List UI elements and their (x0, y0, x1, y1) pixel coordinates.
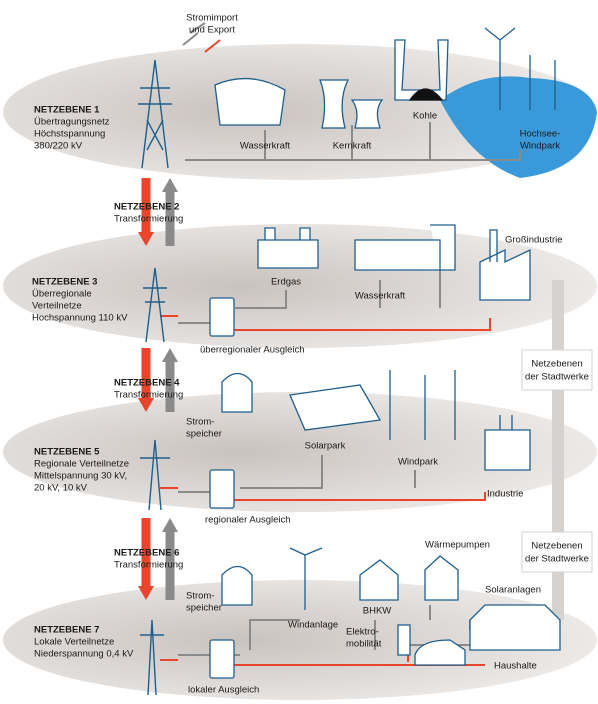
label: der Stadtwerke (525, 554, 589, 565)
transform-arrows-part (162, 178, 178, 192)
label: der Stadtwerke (525, 372, 589, 383)
transform-arrows-part (162, 518, 178, 532)
diagram: Stromimport und Export NETZEBENE 1 Übert… (0, 0, 598, 704)
label: Stromimport (186, 13, 238, 24)
label: lokaler Ausgleich (188, 685, 259, 696)
label: Hochspannung 110 kV (32, 313, 128, 324)
label: Strom- (186, 417, 215, 428)
label: Solarpark (305, 441, 346, 452)
label: NETZEBENE 6 (114, 548, 179, 559)
label: Übertragungsnetz (34, 117, 110, 128)
label: überregionaler Ausgleich (200, 345, 305, 356)
ausgleich-boxes-part (210, 640, 234, 678)
label: Mittelspannung 30 kV, (34, 471, 127, 482)
label: Transformierung (114, 390, 183, 401)
label: Wasserkraft (355, 291, 406, 302)
plant-icons-part (222, 374, 252, 413)
label: Windanlage (288, 620, 338, 631)
label: 20 kV, 10 kV (34, 483, 88, 494)
label: speicher (186, 603, 222, 614)
label: Überregionale (32, 289, 92, 300)
label: mobilität (346, 639, 382, 650)
plant-icons-part (398, 625, 410, 655)
label: NETZEBENE 4 (114, 378, 180, 389)
transform-arrows-part (162, 348, 178, 362)
label: Strom- (186, 591, 215, 602)
label: BHKW (363, 606, 392, 617)
label: Wärmepumpen (425, 540, 490, 551)
label: 380/220 kV (34, 141, 83, 152)
label: und Export (189, 25, 235, 36)
label: regionaler Ausgleich (205, 515, 291, 526)
label: Kernkraft (333, 141, 372, 152)
label: Großindustrie (505, 235, 563, 246)
label: Netzebenen (531, 359, 582, 370)
label: Transformierung (114, 214, 183, 225)
label: Industrie (487, 489, 523, 500)
label: NETZEBENE 2 (114, 202, 179, 213)
label: Transformierung (114, 560, 183, 571)
label: Wasserkraft (240, 141, 291, 152)
label: Haushalte (494, 661, 537, 672)
label: Erdgas (271, 277, 301, 288)
label: speicher (186, 429, 222, 440)
label: Windpark (398, 457, 438, 468)
label: Hochsee- (520, 129, 561, 140)
label: Regionale Verteilnetze (34, 459, 129, 470)
label: Lokale Verteilnetze (34, 637, 114, 648)
plant-icons-part (222, 567, 252, 606)
label: Höchstspannung (34, 129, 105, 140)
label: NETZEBENE 3 (32, 277, 97, 288)
plant-icons-part (360, 560, 398, 600)
stadtwerke-bar-part (522, 532, 592, 572)
label: Verteilnetze (32, 301, 82, 312)
label: Kohle (413, 111, 437, 122)
plant-icons-part (470, 605, 560, 650)
label: Elektro- (346, 627, 379, 638)
ausgleich-boxes-part (210, 298, 234, 336)
plant-icons-part (215, 79, 285, 125)
label: Windpark (520, 141, 560, 152)
label: NETZEBENE 5 (34, 447, 100, 458)
plant-icons-part (425, 556, 458, 600)
label: NETZEBENE 7 (34, 625, 99, 636)
stadtwerke-bar-part (522, 350, 592, 390)
label: Solaranlagen (485, 585, 541, 596)
label: Niederspannung 0,4 kV (34, 649, 134, 660)
ausgleich-boxes-part (210, 470, 234, 508)
label: Netzebenen (531, 541, 582, 552)
label: NETZEBENE 1 (34, 105, 100, 116)
